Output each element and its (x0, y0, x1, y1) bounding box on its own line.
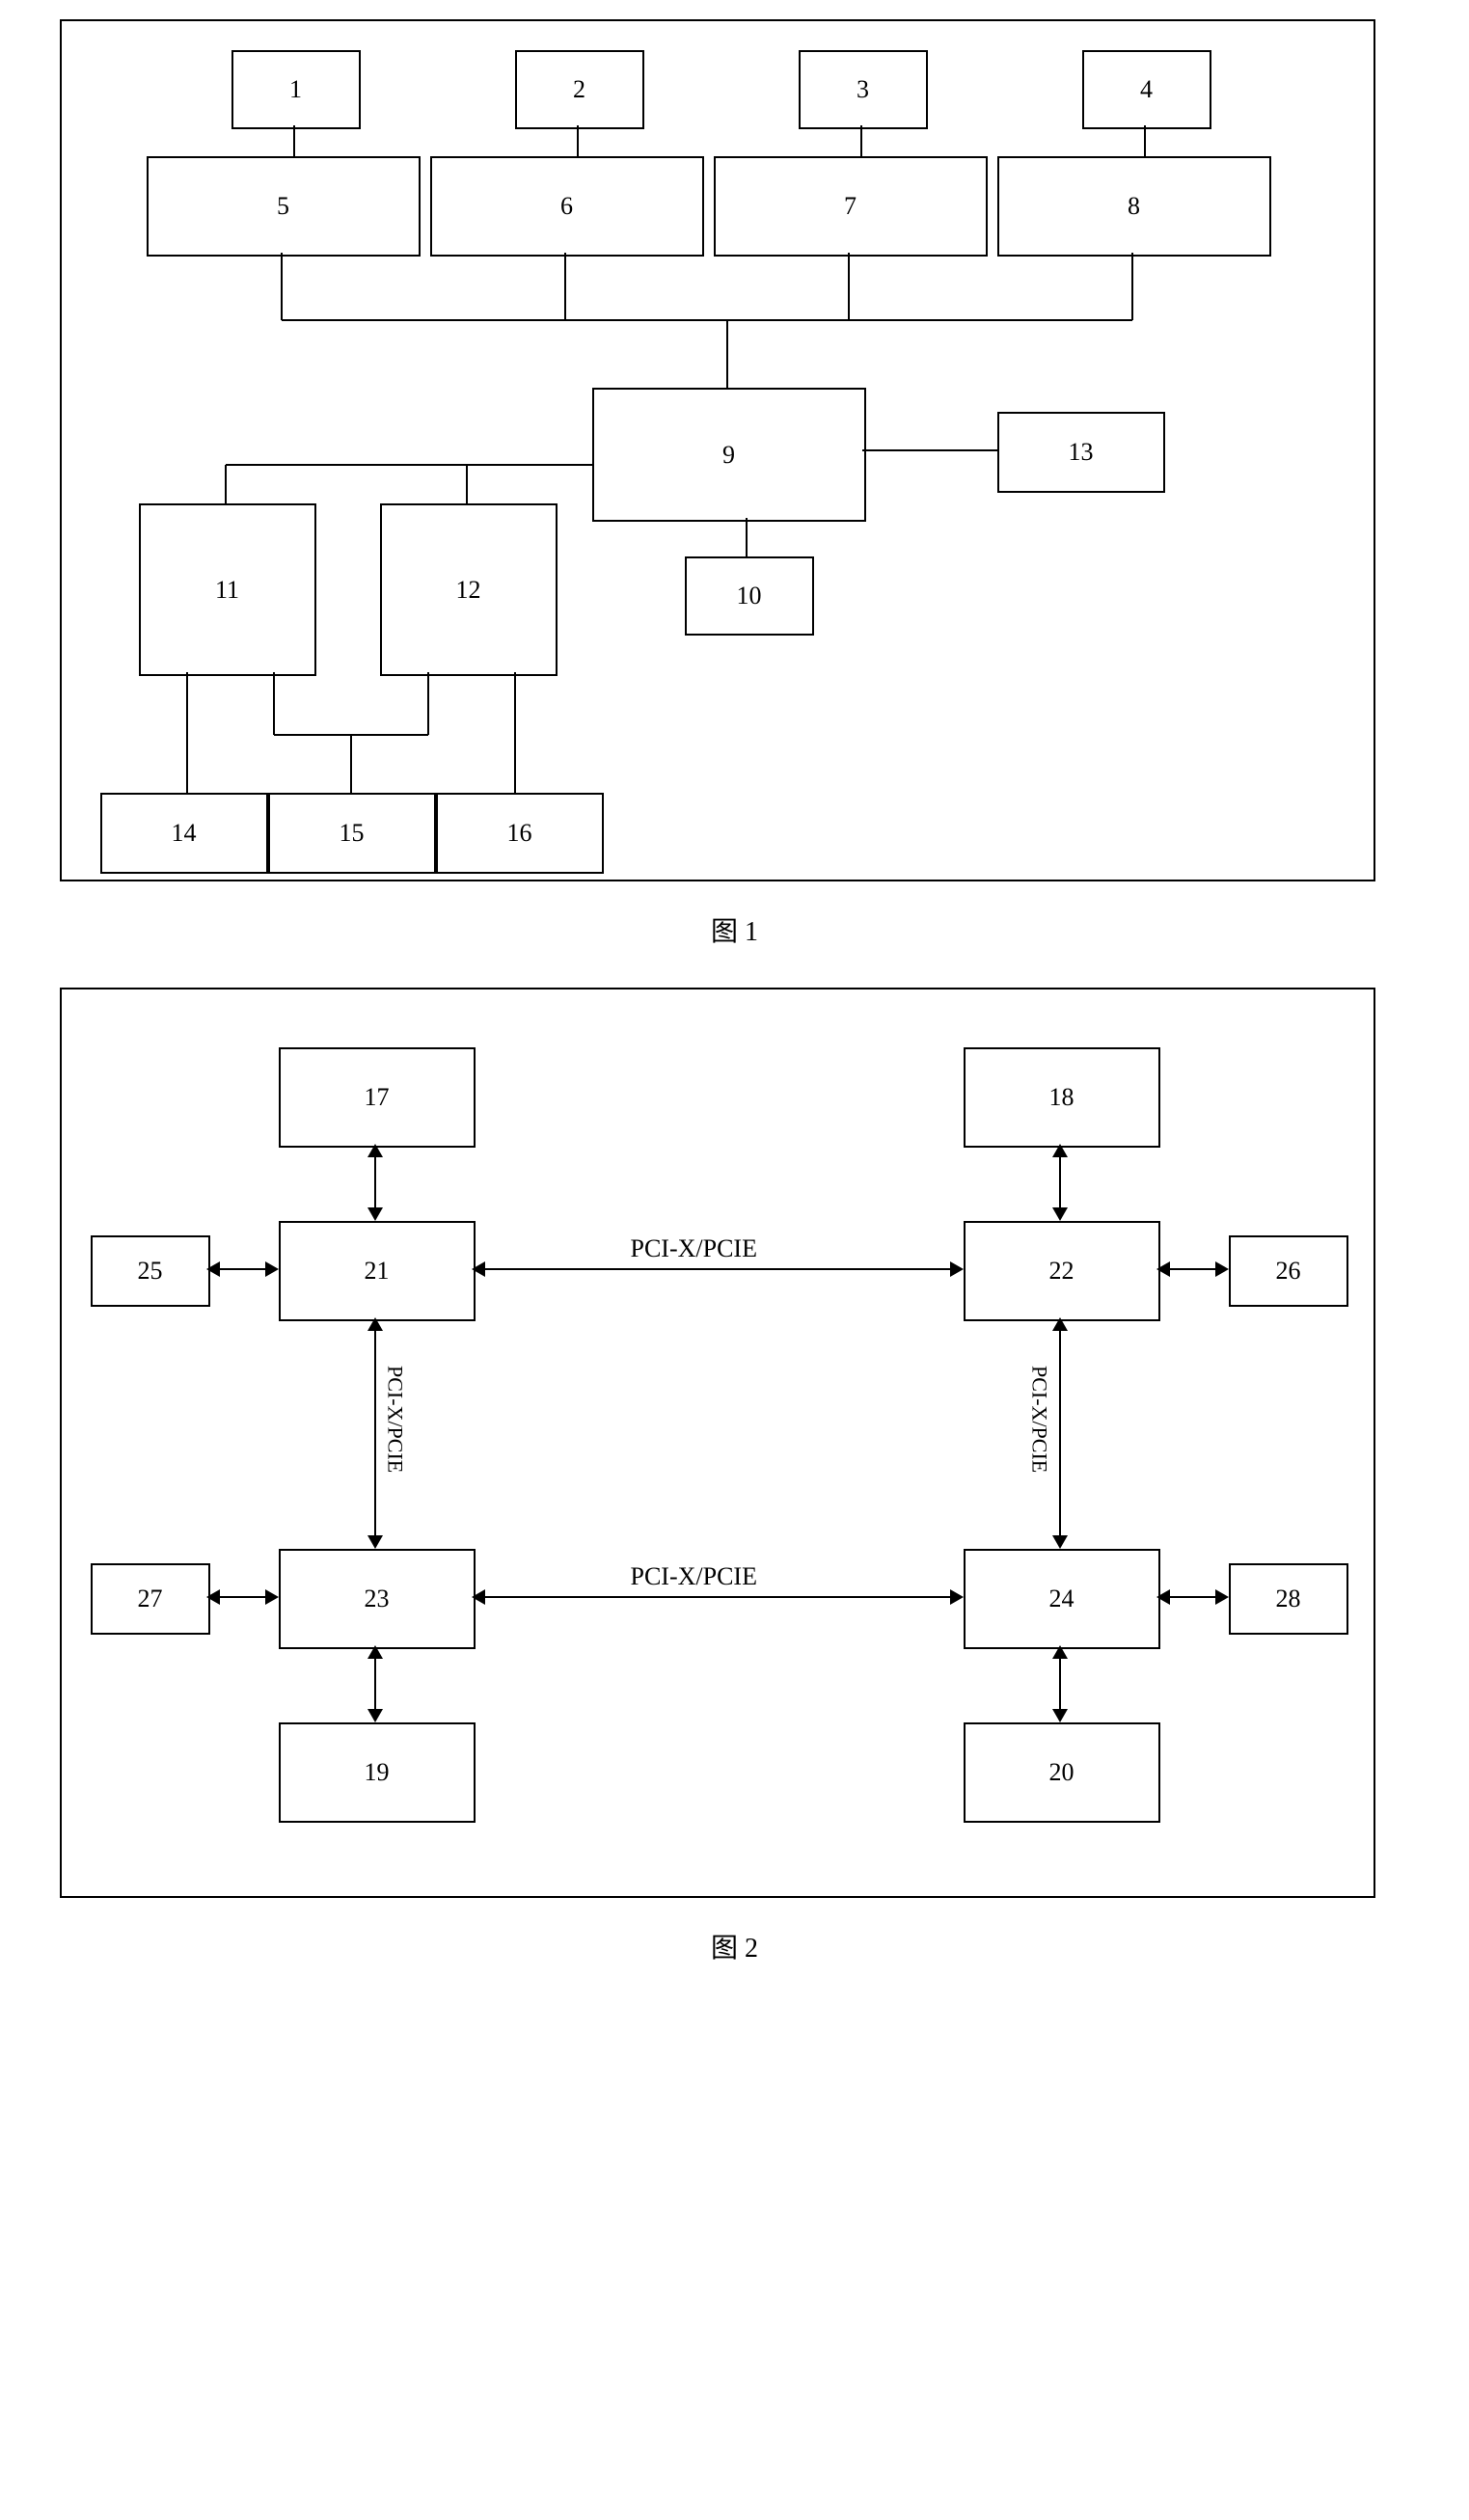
fig1-line-13 (225, 465, 227, 503)
fig2-box-24: 24 (964, 1549, 1160, 1649)
fig2-box-20: 20 (964, 1722, 1160, 1823)
fig1-line-8 (282, 319, 1132, 321)
bus-label: PCI-X/PCIE (631, 1562, 757, 1591)
fig2-connector (220, 1268, 265, 1270)
fig1-box-2: 2 (515, 50, 644, 129)
fig2-box-23: 23 (279, 1549, 476, 1649)
arrow-right-icon (265, 1261, 279, 1277)
fig2-connector (485, 1596, 950, 1598)
fig1-line-17 (427, 672, 429, 735)
arrow-left-icon (1156, 1589, 1170, 1605)
arrow-up-icon (1052, 1645, 1068, 1659)
arrow-down-icon (1052, 1207, 1068, 1221)
fig1-line-15 (186, 672, 188, 793)
fig1-line-9 (726, 320, 728, 388)
arrow-right-icon (950, 1589, 964, 1605)
fig2-box-22: 22 (964, 1221, 1160, 1321)
arrow-right-icon (265, 1589, 279, 1605)
fig2-connector (1059, 1157, 1061, 1207)
fig2-connector (374, 1331, 376, 1535)
fig1-line-5 (564, 253, 566, 320)
fig1-line-20 (350, 735, 352, 793)
fig1-box-6: 6 (430, 156, 704, 257)
fig1-box-10: 10 (685, 556, 814, 636)
fig1-line-10 (862, 449, 997, 451)
arrow-up-icon (367, 1317, 383, 1331)
fig2-box-19: 19 (279, 1722, 476, 1823)
fig2-connector (1059, 1331, 1061, 1535)
fig1-box-12: 12 (380, 503, 558, 676)
fig1-line-1 (577, 125, 579, 156)
fig1-box-3: 3 (799, 50, 928, 129)
fig2-connector (485, 1268, 950, 1270)
arrow-right-icon (1215, 1261, 1229, 1277)
arrow-left-icon (1156, 1261, 1170, 1277)
figure-1-caption: 图 1 (60, 910, 1410, 949)
arrow-down-icon (367, 1207, 383, 1221)
arrow-up-icon (1052, 1144, 1068, 1157)
fig1-line-3 (1144, 125, 1146, 156)
fig1-line-16 (273, 672, 275, 735)
fig1-line-11 (746, 518, 748, 556)
fig1-line-7 (1131, 253, 1133, 320)
fig2-connector (1170, 1596, 1215, 1598)
arrow-left-icon (206, 1589, 220, 1605)
bus-label: PCI-X/PCIE (631, 1234, 757, 1263)
arrow-down-icon (367, 1535, 383, 1549)
fig1-box-16: 16 (436, 793, 604, 874)
fig2-box-21: 21 (279, 1221, 476, 1321)
fig2-connector (1170, 1268, 1215, 1270)
fig2-connector (1059, 1659, 1061, 1709)
arrow-up-icon (367, 1144, 383, 1157)
fig2-connector (374, 1157, 376, 1207)
arrow-right-icon (1215, 1589, 1229, 1605)
fig1-line-6 (848, 253, 850, 320)
fig1-box-13: 13 (997, 412, 1165, 493)
figure-1-container: 12345678910111213141516 (60, 19, 1375, 881)
bus-label: PCI-X/PCIE (383, 1366, 408, 1473)
fig2-box-18: 18 (964, 1047, 1160, 1148)
fig1-line-18 (514, 672, 516, 793)
fig2-box-26: 26 (1229, 1235, 1348, 1307)
fig1-line-0 (293, 125, 295, 156)
arrow-up-icon (1052, 1317, 1068, 1331)
arrow-left-icon (472, 1589, 485, 1605)
fig1-line-14 (466, 465, 468, 503)
fig2-connector (220, 1596, 265, 1598)
fig1-box-14: 14 (100, 793, 268, 874)
fig2-box-17: 17 (279, 1047, 476, 1148)
fig2-box-27: 27 (91, 1563, 210, 1635)
figure-2-container: 17 18 19 20 21 22 23 24 25 26 27 28 PCI-X/PCIE PCI-X/… (60, 988, 1375, 1898)
fig2-connector (374, 1659, 376, 1709)
figure-2-caption: 图 2 (60, 1927, 1410, 1965)
arrow-down-icon (1052, 1535, 1068, 1549)
arrow-left-icon (472, 1261, 485, 1277)
fig2-box-28: 28 (1229, 1563, 1348, 1635)
fig1-box-9: 9 (592, 388, 866, 522)
arrow-down-icon (1052, 1709, 1068, 1722)
fig2-box-25: 25 (91, 1235, 210, 1307)
arrow-up-icon (367, 1645, 383, 1659)
fig1-box-5: 5 (147, 156, 421, 257)
fig1-box-7: 7 (714, 156, 988, 257)
arrow-left-icon (206, 1261, 220, 1277)
fig1-box-4: 4 (1082, 50, 1211, 129)
fig1-line-2 (860, 125, 862, 156)
fig1-box-15: 15 (268, 793, 436, 874)
fig1-line-12 (226, 464, 592, 466)
fig1-box-11: 11 (139, 503, 316, 676)
fig1-box-1: 1 (231, 50, 361, 129)
fig1-line-4 (281, 253, 283, 320)
arrow-down-icon (367, 1709, 383, 1722)
bus-label: PCI-X/PCIE (1027, 1366, 1052, 1473)
fig1-box-8: 8 (997, 156, 1271, 257)
arrow-right-icon (950, 1261, 964, 1277)
